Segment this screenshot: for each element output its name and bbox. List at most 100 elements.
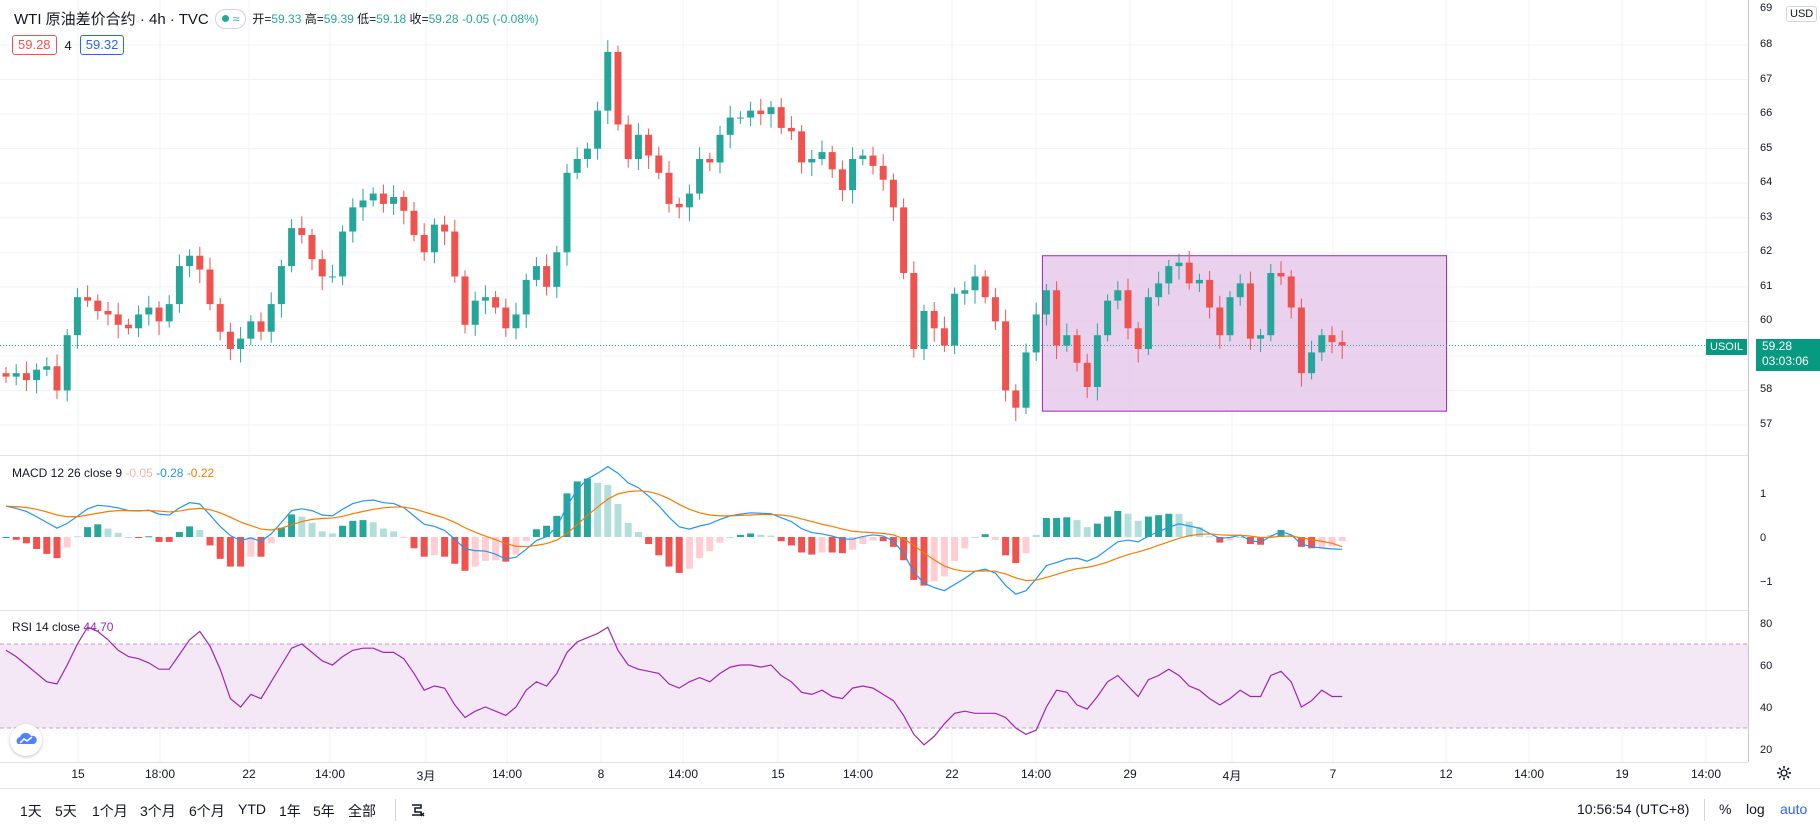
percent-scale-toggle[interactable]: % bbox=[1719, 801, 1732, 817]
clock-timezone[interactable]: 10:56:54 (UTC+8) bbox=[1577, 801, 1690, 817]
macd-histogram-bar bbox=[675, 537, 683, 573]
candle-body bbox=[614, 51, 622, 125]
time-axis-label: 8 bbox=[597, 767, 605, 781]
macd-histogram-bar bbox=[471, 537, 479, 567]
timeframe-1y[interactable]: 1年 bbox=[279, 803, 301, 819]
tradingview-logo-button[interactable] bbox=[10, 724, 42, 756]
time-axis-label: 14:00 bbox=[842, 767, 874, 781]
macd-histogram-bar bbox=[277, 527, 285, 537]
macd-histogram-bar bbox=[961, 537, 969, 549]
macd-signal-value: -0.22 bbox=[186, 466, 215, 480]
timeframe-1m[interactable]: 1个月 bbox=[92, 803, 128, 819]
macd-histogram-bar bbox=[1206, 536, 1214, 538]
macd-axis-label: 0 bbox=[1760, 532, 1766, 544]
macd-histogram-bar bbox=[359, 520, 367, 537]
rsi-axis-label: 40 bbox=[1760, 702, 1772, 714]
candle-body bbox=[114, 314, 122, 325]
macd-histogram-bar bbox=[63, 537, 71, 548]
candle-body bbox=[573, 159, 581, 173]
macd-histogram-bar bbox=[175, 532, 183, 537]
macd-histogram-bar bbox=[1216, 537, 1224, 543]
timeframe-all[interactable]: 全部 bbox=[348, 803, 376, 819]
candle-body bbox=[1012, 390, 1020, 408]
bottom-toolbar: 1天 5天 1个月 3个月 6个月 YTD 1年 5年 全部 10:56:54 … bbox=[0, 788, 1820, 835]
currency-badge[interactable]: USD bbox=[1786, 6, 1818, 22]
candle-body bbox=[736, 117, 744, 119]
candle-body bbox=[1246, 283, 1254, 339]
macd-histogram-bar bbox=[951, 537, 959, 561]
candle-body bbox=[624, 124, 632, 159]
timeframe-3m[interactable]: 3个月 bbox=[140, 803, 176, 819]
time-axis-label: 18:00 bbox=[144, 767, 176, 781]
time-axis-divider bbox=[0, 762, 1748, 763]
auto-scale-toggle[interactable]: auto bbox=[1780, 801, 1808, 817]
macd-histogram-bar bbox=[1185, 521, 1193, 537]
candle-body bbox=[879, 165, 887, 180]
rsi-legend[interactable]: RSI 14 close 44.70 bbox=[12, 620, 113, 634]
macd-histogram-bar bbox=[1022, 537, 1030, 554]
candle-body bbox=[369, 193, 377, 201]
timeframe-5d[interactable]: 5天 bbox=[55, 803, 77, 819]
settings-gear-icon[interactable] bbox=[1776, 765, 1792, 781]
macd-histogram-bar bbox=[390, 531, 398, 537]
candle-body bbox=[1257, 335, 1265, 339]
macd-histogram-bar bbox=[1012, 537, 1020, 564]
macd-histogram-bar bbox=[349, 520, 357, 537]
timeframe-6m[interactable]: 6个月 bbox=[189, 803, 225, 819]
candle-body bbox=[308, 235, 316, 260]
log-scale-toggle[interactable]: log bbox=[1746, 801, 1765, 817]
macd-histogram-bar bbox=[1114, 510, 1122, 537]
macd-histogram-bar bbox=[216, 537, 224, 559]
candle-body bbox=[726, 117, 734, 135]
macd-line-value: -0.28 bbox=[156, 466, 184, 480]
macd-histogram-bar bbox=[1308, 537, 1316, 549]
macd-histogram-bar bbox=[12, 537, 20, 540]
timeframe-1d[interactable]: 1天 bbox=[20, 803, 42, 819]
market-status-pill[interactable]: ≈ bbox=[214, 8, 247, 29]
candle-body bbox=[675, 203, 683, 208]
macd-histogram-bar bbox=[777, 537, 785, 542]
macd-histogram-bar bbox=[573, 481, 581, 537]
price-axis-label: 68 bbox=[1760, 38, 1773, 50]
macd-legend[interactable]: MACD 12 26 close 9 -0.05 -0.28 -0.22 bbox=[12, 466, 214, 480]
macd-histogram-bar bbox=[247, 537, 255, 557]
macd-axis-label: −1 bbox=[1760, 576, 1773, 588]
rsi-axis-label: 80 bbox=[1760, 618, 1772, 630]
last-price-tag: USOIL 59.28 03:03:06 bbox=[1706, 339, 1820, 371]
macd-histogram-bar bbox=[940, 537, 948, 577]
candle-body bbox=[441, 224, 449, 232]
buy-price-button[interactable]: 59.32 bbox=[79, 35, 125, 55]
candle-body bbox=[33, 369, 41, 381]
macd-histogram-bar bbox=[1002, 537, 1010, 556]
candle-body bbox=[1206, 279, 1214, 308]
macd-histogram-bar bbox=[1257, 537, 1265, 545]
rectangle-drawing bbox=[1041, 255, 1448, 412]
macd-histogram-bar bbox=[124, 537, 132, 538]
macd-histogram-bar bbox=[532, 529, 540, 537]
close-label: 收 bbox=[409, 12, 422, 26]
candle-body bbox=[502, 307, 510, 329]
sell-price-button[interactable]: 59.28 bbox=[12, 35, 57, 55]
timeframe-5y[interactable]: 5年 bbox=[313, 803, 335, 819]
candle-body bbox=[247, 321, 255, 339]
macd-histogram-bar bbox=[73, 536, 81, 538]
candle-body bbox=[900, 207, 908, 273]
price-axis-border bbox=[1748, 0, 1749, 762]
macd-legend-name: MACD 12 26 close 9 bbox=[12, 466, 123, 480]
candle-body bbox=[849, 159, 857, 191]
go-to-date-icon[interactable] bbox=[409, 801, 427, 819]
candle-body bbox=[288, 228, 296, 267]
candle-body bbox=[94, 300, 102, 311]
macd-histogram-bar bbox=[981, 534, 989, 537]
candle-body bbox=[186, 255, 194, 267]
timeframe-ytd[interactable]: YTD bbox=[238, 801, 266, 817]
candle-body bbox=[532, 266, 540, 280]
candle-body bbox=[869, 155, 877, 166]
candle-body bbox=[1144, 297, 1152, 349]
candle-body bbox=[390, 197, 398, 204]
macd-histogram-bar bbox=[1124, 513, 1132, 537]
macd-histogram-bar bbox=[889, 537, 897, 547]
symbol-title[interactable]: WTI 原油差价合约 · 4h · TVC bbox=[14, 11, 209, 28]
candle-body bbox=[512, 314, 520, 329]
